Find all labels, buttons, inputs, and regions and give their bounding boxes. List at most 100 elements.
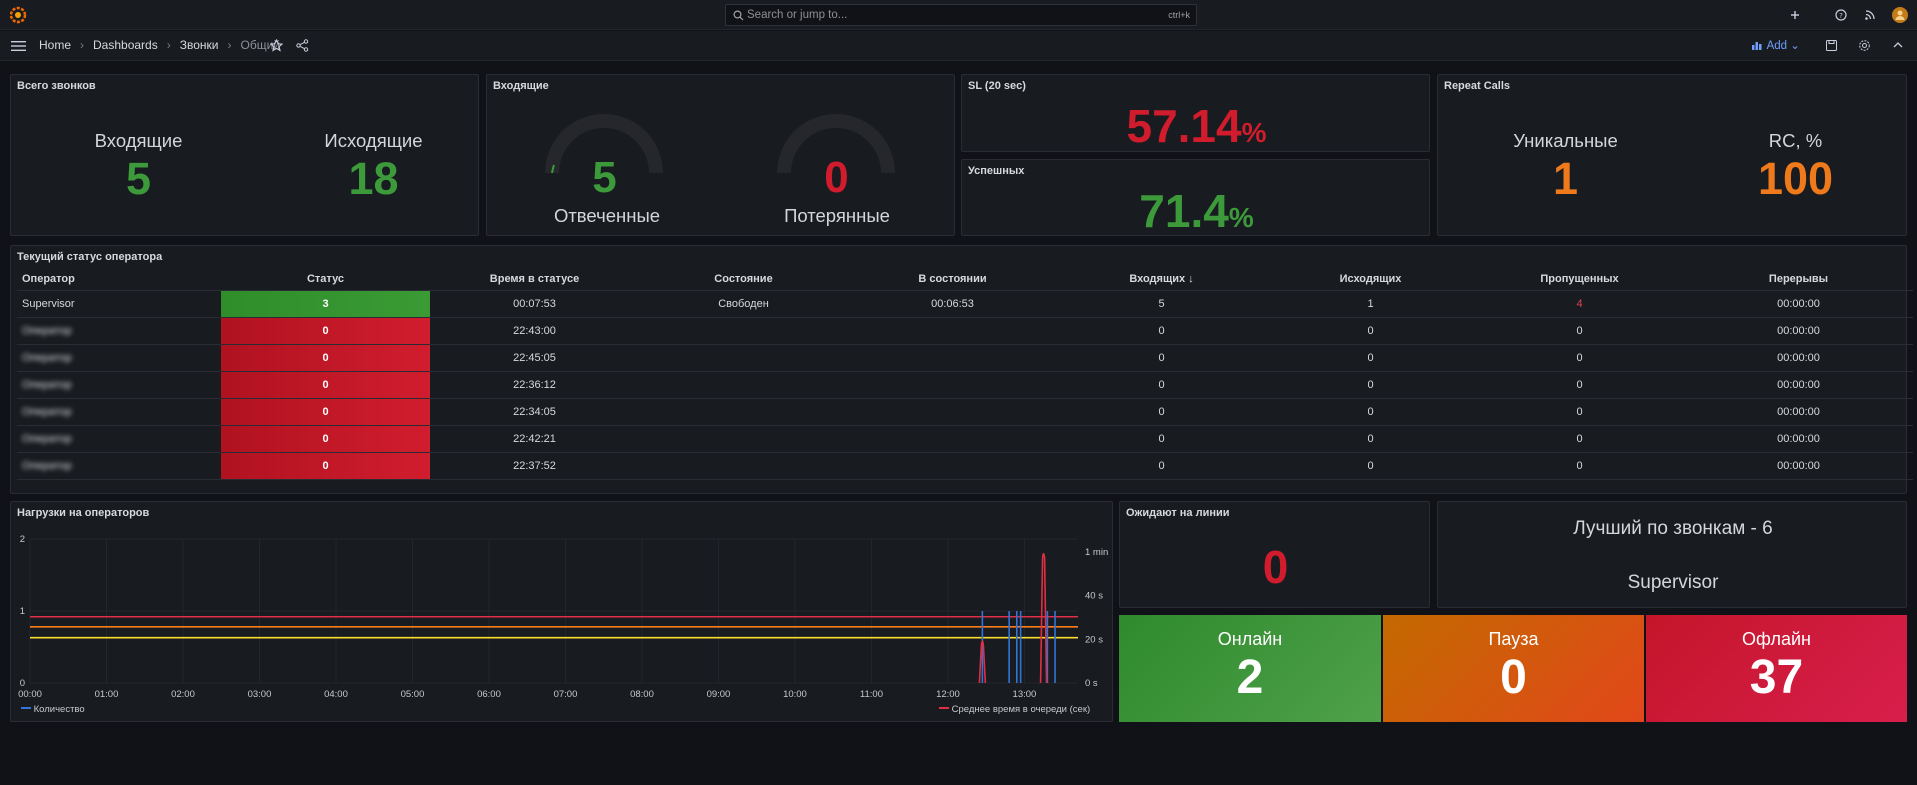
x-tick-label: 12:00 (936, 689, 960, 700)
breadcrumb: Home › Dashboards › Звонки › Общий (39, 38, 280, 52)
panel-title: Успешных (968, 165, 1025, 177)
in-state-cell (848, 344, 1057, 372)
success-unit: % (1228, 202, 1254, 233)
in-state-cell (848, 371, 1057, 399)
y-left-tick-label: 2 (20, 534, 25, 545)
breadcrumb-folder[interactable]: Звонки (179, 38, 219, 52)
y-right-tick-label: 20 s (1085, 634, 1103, 645)
success-number: 71.4 (1139, 185, 1229, 237)
search-input[interactable]: Search or jump to... ctrl+k (725, 4, 1197, 26)
user-avatar[interactable] (1892, 7, 1908, 23)
operator-name: Оператор (17, 317, 221, 345)
y-right-tick-label: 1 min (1085, 547, 1108, 558)
outgoing-value: 18 (348, 153, 399, 204)
chevron-right-icon: › (227, 38, 232, 52)
table-header-row: Оператор Статус Время в статусе Состояни… (17, 269, 1913, 291)
outgoing-cell: 0 (1266, 371, 1475, 399)
status-cell: 0 (221, 398, 430, 426)
table-row[interactable]: Оператор 0 22:37:52 0 0 0 00:00:00 (17, 452, 1913, 480)
column-header-breaks[interactable]: Перерывы (1684, 269, 1913, 291)
missed-cell: 4 (1475, 290, 1684, 318)
panel-title: Repeat Calls (1444, 80, 1511, 92)
online-label: Онлайн (1217, 629, 1283, 649)
add-button[interactable]: Add ⌄ (1752, 38, 1800, 52)
x-tick-label: 07:00 (554, 689, 578, 700)
missed-cell: 0 (1475, 398, 1684, 426)
unique-label: Уникальные (1513, 130, 1618, 151)
column-header-state[interactable]: Состояние (639, 269, 848, 291)
table-row[interactable]: Оператор 0 22:45:05 0 0 0 00:00:00 (17, 344, 1913, 372)
column-header-in-state[interactable]: В состоянии (848, 269, 1057, 291)
outgoing-cell: 0 (1266, 344, 1475, 372)
y-left-tick-label: 1 (20, 606, 25, 617)
top-bar: Search or jump to... ctrl+k ? (0, 0, 1917, 30)
operator-status-panel: Текущий статус оператора Оператор Статус… (10, 245, 1913, 494)
state-cell (639, 371, 848, 399)
column-header-status[interactable]: Статус (221, 269, 430, 291)
lost-value: 0 (824, 153, 849, 202)
legend-label-count: Количество (33, 704, 85, 715)
legend-item-count[interactable]: Количество (21, 704, 85, 715)
panel-title: Текущий статус оператора (17, 251, 163, 263)
plus-icon[interactable] (1788, 8, 1802, 22)
settings-gear-icon[interactable] (1858, 39, 1871, 52)
incoming-cell: 0 (1057, 371, 1266, 399)
save-icon[interactable] (1825, 39, 1838, 52)
wait-time-spike (1039, 552, 1048, 684)
operator-table: Оператор Статус Время в статусе Состояни… (17, 269, 1913, 480)
missed-cell: 0 (1475, 425, 1684, 453)
column-header-incoming-label: Входящих (1129, 273, 1186, 286)
status-cell: 0 (221, 452, 430, 480)
breadcrumb-dashboards[interactable]: Dashboards (93, 38, 158, 52)
state-cell (639, 452, 848, 480)
table-row[interactable]: Оператор 0 22:36:12 0 0 0 00:00:00 (17, 371, 1913, 399)
breadcrumb-current: Общий (240, 38, 280, 52)
column-header-missed[interactable]: Пропущенных (1475, 269, 1684, 291)
column-header-operator[interactable]: Оператор (17, 269, 221, 291)
table-row[interactable]: Оператор 0 22:42:21 0 0 0 00:00:00 (17, 425, 1913, 453)
x-tick-label: 09:00 (707, 689, 731, 700)
best-operator-panel: Лучший по звонкам - 6 Supervisor (1437, 501, 1907, 608)
column-header-incoming[interactable]: Входящих ↓ (1057, 269, 1266, 291)
breadcrumb-home[interactable]: Home (39, 38, 72, 52)
pause-value: 0 (1500, 651, 1527, 704)
breaks-cell: 00:00:00 (1684, 344, 1913, 372)
incoming-value: 5 (125, 153, 152, 204)
x-tick-label: 00:00 (18, 689, 42, 700)
in-state-cell: 00:06:53 (848, 290, 1057, 318)
column-header-status-time[interactable]: Время в статусе (430, 269, 639, 291)
table-row[interactable]: Оператор 0 22:43:00 0 0 0 00:00:00 (17, 317, 1913, 345)
x-tick-label: 11:00 (860, 689, 883, 700)
answered-value: 5 (592, 153, 617, 202)
legend-swatch-red (939, 707, 949, 709)
chevron-right-icon: › (166, 38, 171, 52)
column-header-outgoing[interactable]: Исходящих (1266, 269, 1475, 291)
table-row[interactable]: Оператор 0 22:34:05 0 0 0 00:00:00 (17, 398, 1913, 426)
waiting-panel: Ожидают на линии 0 (1119, 501, 1430, 608)
x-tick-label: 05:00 (401, 689, 425, 700)
collapse-chevron-up-icon[interactable] (1892, 40, 1904, 50)
menu-icon[interactable] (11, 40, 26, 52)
offline-tile: Офлайн 37 (1646, 615, 1907, 722)
operator-name: Оператор (17, 398, 221, 426)
grafana-logo-icon[interactable] (9, 6, 27, 24)
star-icon[interactable] (270, 39, 283, 52)
news-feed-icon[interactable] (1863, 8, 1877, 22)
sl-panel: SL (20 sec) 57.14% (961, 74, 1430, 152)
pause-tile: Пауза 0 (1383, 615, 1644, 722)
table-row[interactable]: Supervisor 3 00:07:53 Свободен 00:06:53 … (17, 290, 1913, 318)
online-value: 2 (1236, 651, 1264, 704)
wait-time-spike (978, 640, 987, 684)
rc-value: 100 (1757, 153, 1834, 204)
x-tick-label: 06:00 (477, 689, 501, 700)
state-cell (639, 398, 848, 426)
y-left-tick-label: 0 (20, 678, 25, 689)
online-tile: Онлайн 2 (1119, 615, 1381, 722)
legend-item-wait-time[interactable]: Среднее время в очереди (сек) (939, 704, 1090, 715)
success-value: 71.4% (962, 184, 1431, 238)
help-icon[interactable]: ? (1834, 8, 1848, 22)
x-tick-label: 01:00 (95, 689, 119, 700)
operator-name: Оператор (17, 452, 221, 480)
share-icon[interactable] (296, 39, 309, 52)
operator-load-chart[interactable]: 00:00 01:00 02:00 03:00 04:00 05:00 06:00 07:00… (11, 522, 1112, 702)
